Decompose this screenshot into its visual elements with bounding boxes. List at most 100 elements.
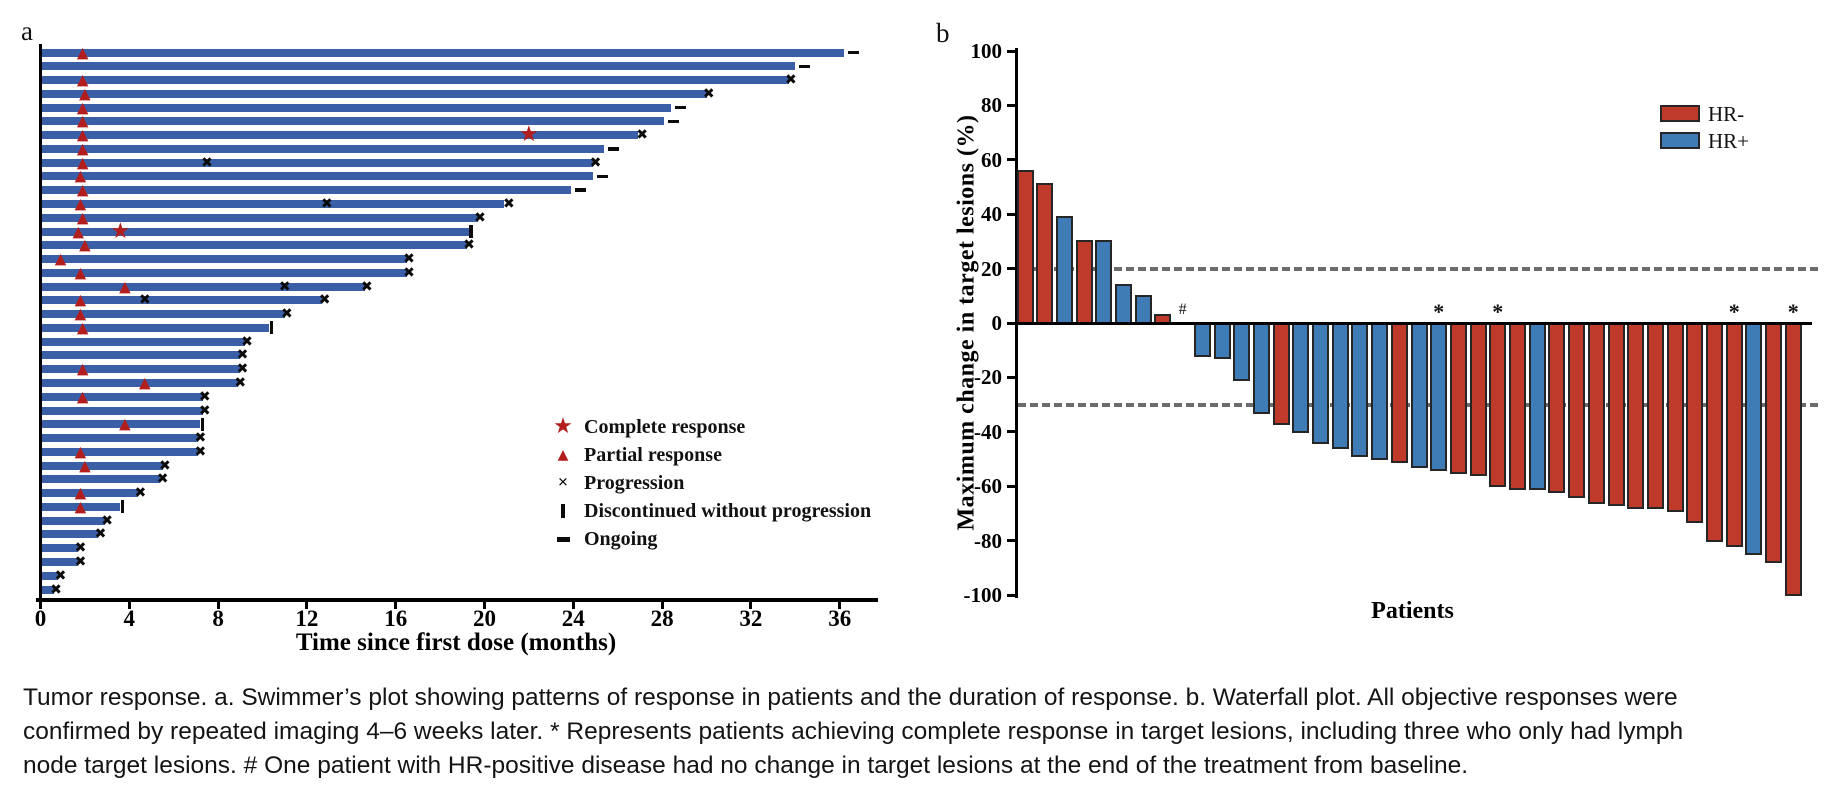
partial-response-triangle-marker: ▲ [74,497,87,516]
caption-line-1: Tumor response. a. Swimmer’s plot showin… [23,684,1678,711]
partial-response-triangle-marker: ▲ [139,373,151,392]
progression-x-marker: ✖ [194,443,207,460]
waterfall-bar [1193,322,1211,357]
waterfall-y-tick [1007,49,1017,53]
partial-response-triangle-marker: ▲ [76,70,89,89]
swimmer-bar [42,296,323,305]
partial-response-triangle-marker: ▲ [79,456,91,475]
partial-response-triangle-marker: ▲ [76,139,89,158]
legend-triangle-icon: ▲ [557,447,569,463]
swimmer-bar [42,420,201,429]
progression-x-marker: ✖ [234,374,247,391]
waterfall-bar [1252,322,1270,414]
swimmer-x-tick [394,601,398,609]
waterfall-bar [1646,322,1664,509]
partial-response-triangle-marker: ▲ [74,263,87,282]
waterfall-bar [1095,240,1113,324]
legend-label: Discontinued without progression [584,500,872,522]
complete-response-asterisk-annotation: * [1492,299,1504,324]
waterfall-bar [1725,322,1743,548]
partial-response-triangle-marker: ▲ [74,442,87,461]
caption-line-3: node target lesions. # One patient with … [23,752,1469,779]
waterfall-bar [1331,322,1349,450]
waterfall-bar [1036,183,1054,324]
waterfall-y-tick-label: 40 [981,202,1002,227]
progression-x-marker: ✖ [702,85,715,102]
discontinued-marker [269,321,274,335]
swimmer-y-axis-line [39,44,42,601]
swimmer-bar [42,62,796,71]
progression-x-marker: ✖ [134,485,147,502]
swimmer-bar [42,544,79,553]
partial-response-triangle-marker: ▲ [76,387,89,406]
swimmer-bar [42,530,99,539]
legend-discontinued-icon [561,504,565,518]
swimmer-bar [42,117,665,126]
swimmer-bar [42,131,638,140]
waterfall-bar [1351,322,1369,458]
swimmer-x-tick [305,601,309,609]
swimmer-bar [42,434,199,443]
progression-x-marker: ✖ [241,333,253,350]
progression-x-marker: ✖ [74,553,87,570]
partial-response-triangle-marker: ▲ [76,208,89,227]
swimmer-bar [42,557,79,566]
waterfall-bar [1784,322,1802,596]
legend-star-icon: ★ [553,414,573,439]
progression-x-marker: ✖ [784,72,797,89]
progression-x-marker: ✖ [589,154,602,171]
progression-x-marker: ✖ [194,430,207,447]
progression-x-marker: ✖ [403,264,415,281]
partial-response-triangle-marker: ▲ [76,43,89,61]
progression-x-marker: ✖ [158,457,171,474]
ongoing-marker [848,50,860,55]
partial-response-triangle-marker: ▲ [76,98,89,117]
swimmer-x-tick [127,601,131,609]
progression-x-marker: ✖ [278,278,291,295]
progression-x-marker: ✖ [156,471,169,488]
waterfall-bar [1509,322,1526,490]
ongoing-marker [668,119,680,124]
swimmer-bar [42,268,407,277]
progression-x-marker: ✖ [236,347,249,364]
swimmer-bar [42,89,707,98]
swimmer-bar [42,199,505,208]
swimmer-bar [42,378,239,387]
progression-x-marker: ✖ [281,306,293,323]
swimmer-bar [42,475,161,484]
progression-x-marker: ✖ [321,195,333,212]
waterfall-y-tick-label: 60 [981,147,1002,172]
waterfall-bar [1587,322,1605,504]
waterfall-y-tick [1007,430,1017,434]
waterfall-bar [1233,322,1251,382]
swimmer-x-tick [838,601,842,609]
swimmer-x-tick [749,601,753,609]
progression-x-marker: ✖ [474,209,486,226]
partial-response-triangle-marker: ▲ [76,318,89,337]
swimmer-x-tick [39,601,42,609]
progression-x-marker: ✖ [201,154,213,171]
partial-response-triangle-marker: ▲ [119,277,131,296]
reference-dashed-line [1018,266,1818,271]
discontinued-marker [120,500,125,514]
figure-caption: Tumor response. a. Swimmer’s plot showin… [23,681,1683,783]
waterfall-bar [1706,322,1723,542]
legend-swatch-hr [1660,132,1700,149]
waterfall-y-tick-label: 20 [981,256,1002,281]
progression-x-marker: ✖ [503,195,515,212]
waterfall-bar [1469,322,1487,477]
swimmer-x-tick-label: 36 [828,606,852,631]
partial-response-triangle-marker: ▲ [74,166,87,185]
waterfall-y-tick-label: -20 [974,365,1002,390]
waterfall-y-tick-label: -80 [974,528,1002,553]
swimmer-x-tick-label: 4 [123,606,136,631]
waterfall-bar [1548,322,1566,493]
partial-response-triangle-marker: ▲ [76,359,89,378]
waterfall-y-tick [1007,375,1017,379]
waterfall-bar [1568,322,1586,499]
swimmer-bar [42,310,285,319]
progression-x-marker: ✖ [50,581,62,598]
swimmer-bar [42,282,365,291]
waterfall-y-tick-label: 80 [981,93,1002,118]
ongoing-marker [608,147,620,151]
